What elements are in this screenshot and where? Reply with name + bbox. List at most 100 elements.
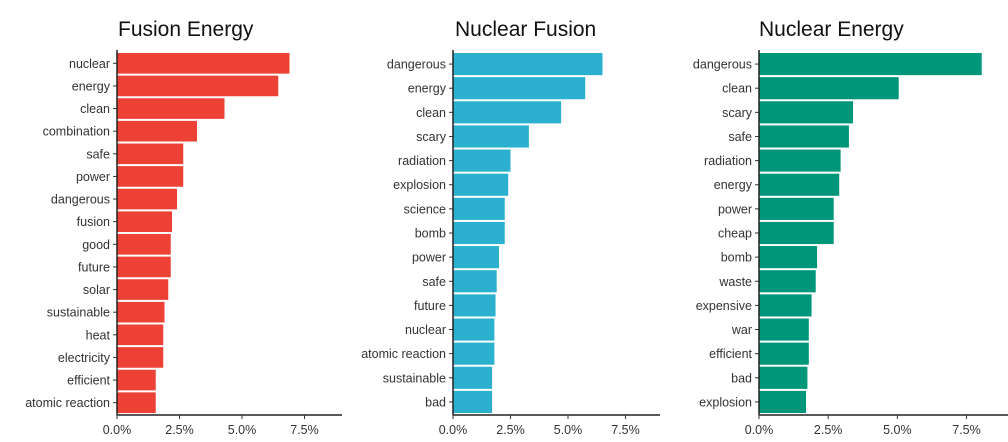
bar: [117, 75, 279, 97]
category-label: explosion: [699, 395, 752, 409]
category-label: efficient: [67, 374, 110, 388]
category-label: bomb: [721, 251, 752, 265]
panel-1: Nuclear Fusion dangerous energy clean scary r…: [361, 18, 660, 437]
bar: [117, 234, 171, 255]
bar: [117, 347, 164, 368]
bar: [117, 53, 290, 74]
category-label: bomb: [415, 227, 446, 241]
category-label: electricity: [58, 351, 111, 365]
x-tick-label: 5.0%: [883, 423, 912, 437]
bar: [759, 366, 808, 389]
category-label: expensive: [696, 299, 752, 313]
category-label: safe: [422, 275, 446, 289]
bar: [453, 101, 562, 124]
category-label: solar: [83, 283, 110, 297]
category-label: heat: [86, 328, 111, 342]
category-label: dangerous: [51, 193, 110, 207]
bar: [453, 149, 511, 172]
category-label: future: [414, 299, 446, 313]
bar: [759, 294, 812, 317]
category-label: atomic reaction: [361, 347, 446, 361]
category-label: sustainable: [383, 371, 446, 385]
category-label: scary: [722, 106, 753, 120]
category-label: power: [76, 170, 110, 184]
bar: [453, 125, 529, 148]
panel-title: Fusion Energy: [118, 18, 254, 41]
category-label: radiation: [704, 154, 752, 168]
category-label: efficient: [709, 347, 752, 361]
category-label: dangerous: [693, 58, 752, 72]
category-label: war: [731, 323, 752, 337]
category-label: nuclear: [69, 57, 110, 71]
x-tick-label: 0.0%: [439, 423, 468, 437]
x-tick-label: 7.5%: [611, 423, 640, 437]
bar: [117, 143, 184, 165]
category-label: energy: [408, 82, 447, 96]
bar: [117, 166, 184, 187]
bar: [117, 256, 171, 278]
bar: [759, 197, 834, 220]
panel-0: Fusion Energy nuclear energy clean combinati…: [25, 18, 342, 437]
bar: [453, 246, 499, 269]
category-label: cheap: [718, 227, 752, 241]
x-tick-label: 0.0%: [745, 423, 774, 437]
category-label: future: [78, 260, 110, 274]
category-label: sustainable: [47, 306, 110, 320]
category-label: energy: [714, 178, 753, 192]
category-label: bad: [425, 395, 446, 409]
category-label: science: [404, 202, 446, 216]
bar: [453, 390, 493, 413]
bar: [117, 301, 165, 323]
bar: [759, 390, 807, 413]
bar: [759, 173, 840, 196]
bar: [117, 120, 197, 142]
category-label: radiation: [398, 154, 446, 168]
category-label: nuclear: [405, 323, 446, 337]
category-label: safe: [728, 130, 752, 144]
bar: [453, 318, 495, 341]
bar: [453, 270, 497, 293]
bar: [117, 369, 156, 391]
category-label: clean: [80, 102, 110, 116]
bar: [453, 53, 603, 76]
x-tick-label: 2.5%: [165, 423, 194, 437]
bar: [759, 149, 841, 172]
bar: [453, 77, 586, 100]
category-label: dangerous: [387, 58, 446, 72]
bar: [453, 197, 505, 220]
category-label: energy: [72, 79, 111, 93]
bar: [453, 173, 509, 196]
x-tick-label: 7.5%: [290, 423, 319, 437]
bar: [453, 294, 496, 317]
bar: [759, 270, 816, 293]
bar: [117, 98, 225, 119]
x-tick-label: 5.0%: [228, 423, 257, 437]
bar: [759, 101, 854, 124]
x-tick-label: 7.5%: [952, 423, 981, 437]
category-label: safe: [86, 147, 110, 161]
bar: [117, 324, 164, 346]
bar: [759, 125, 849, 148]
category-label: good: [82, 238, 110, 252]
category-label: power: [718, 202, 752, 216]
bar: [759, 221, 834, 245]
bar: [759, 53, 982, 76]
x-tick-label: 2.5%: [814, 423, 843, 437]
category-label: combination: [43, 125, 110, 139]
category-label: clean: [722, 82, 752, 96]
bar: [759, 342, 809, 365]
x-tick-label: 0.0%: [103, 423, 132, 437]
panel-title: Nuclear Fusion: [455, 18, 596, 41]
category-label: waste: [718, 275, 752, 289]
bar: [453, 366, 493, 389]
bar: [117, 392, 156, 413]
category-label: bad: [731, 371, 752, 385]
bar: [117, 188, 177, 210]
category-label: fusion: [77, 215, 110, 229]
bar: [453, 221, 505, 245]
category-label: explosion: [393, 178, 446, 192]
category-label: clean: [416, 106, 446, 120]
category-label: atomic reaction: [25, 396, 110, 410]
bar: [759, 246, 818, 269]
